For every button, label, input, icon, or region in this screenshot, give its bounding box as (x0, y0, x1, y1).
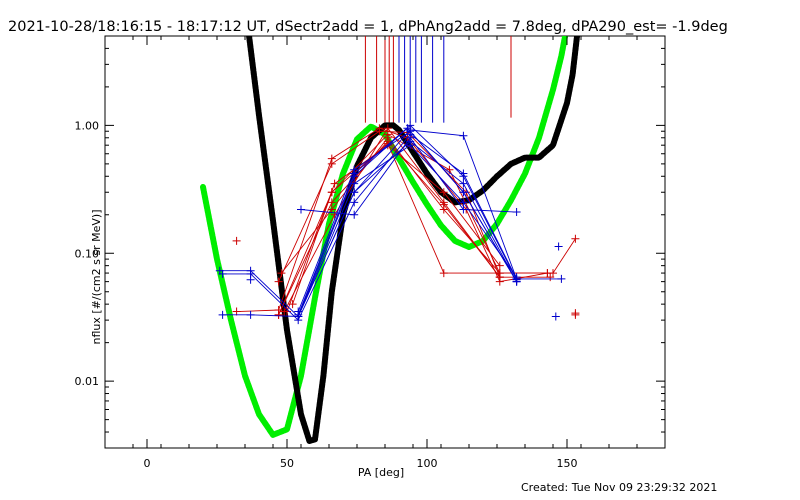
chart-title: 2021-10-28/18:16:15 - 18:17:12 UT, dSect… (8, 19, 728, 35)
data-point (330, 210, 339, 219)
data-point (543, 269, 552, 278)
data-point (350, 198, 359, 207)
data-point (218, 310, 227, 319)
data-point (459, 131, 468, 140)
data-point (551, 312, 560, 321)
data-point (439, 269, 448, 278)
x-tick-label: 50 (280, 457, 294, 470)
data-point (274, 310, 283, 319)
data-point (350, 188, 359, 197)
data-point (330, 179, 339, 188)
x-axis-label: PA [deg] (358, 466, 404, 479)
x-tick-label: 0 (144, 457, 151, 470)
data-point (439, 188, 448, 197)
data-point (246, 310, 255, 319)
y-tick-label: 0.10 (75, 247, 100, 260)
data-point (232, 307, 241, 316)
y-axis-label: nflux [#/(cm2 s sr MeV)] (90, 210, 103, 345)
data-point (406, 127, 415, 136)
data-point (459, 179, 468, 188)
data-point (350, 210, 359, 219)
data-point (246, 275, 255, 284)
data-point (294, 307, 303, 316)
series-clip-group (200, 36, 581, 444)
data-point (406, 141, 415, 150)
data-point (350, 165, 359, 174)
data-point (512, 208, 521, 217)
data-point (459, 198, 468, 207)
series-layer (200, 36, 581, 444)
data-point (297, 205, 305, 214)
data-point (557, 274, 566, 283)
data-point (350, 179, 359, 188)
data-point (439, 198, 448, 207)
data-point (383, 124, 392, 133)
data-point (459, 188, 468, 197)
data-point (327, 198, 336, 207)
data-point (554, 242, 563, 251)
data-point (218, 269, 227, 278)
data-point (327, 159, 336, 168)
data-point (571, 234, 580, 243)
data-point (459, 172, 468, 181)
series-line (219, 129, 562, 318)
data-point (495, 261, 504, 270)
x-tick-label: 100 (417, 457, 438, 470)
y-tick-label: 1.00 (75, 119, 100, 132)
data-point (232, 236, 241, 245)
data-point (274, 277, 283, 286)
data-point (288, 300, 297, 309)
data-point (375, 127, 384, 136)
data-point (327, 188, 336, 197)
created-timestamp: Created: Tue Nov 09 23:29:32 2021 (521, 481, 718, 494)
model-curve (246, 36, 581, 444)
data-point (571, 309, 580, 318)
x-tick-label: 150 (557, 457, 578, 470)
ticks-layer: 0 50 100 150 0.01 0.10 1.00 (75, 35, 666, 470)
data-point (277, 269, 286, 278)
data-point (459, 205, 468, 214)
data-point (495, 273, 504, 282)
data-point (546, 273, 555, 282)
data-point (512, 277, 521, 286)
data-point (439, 205, 448, 214)
y-tick-label: 0.01 (75, 375, 100, 388)
